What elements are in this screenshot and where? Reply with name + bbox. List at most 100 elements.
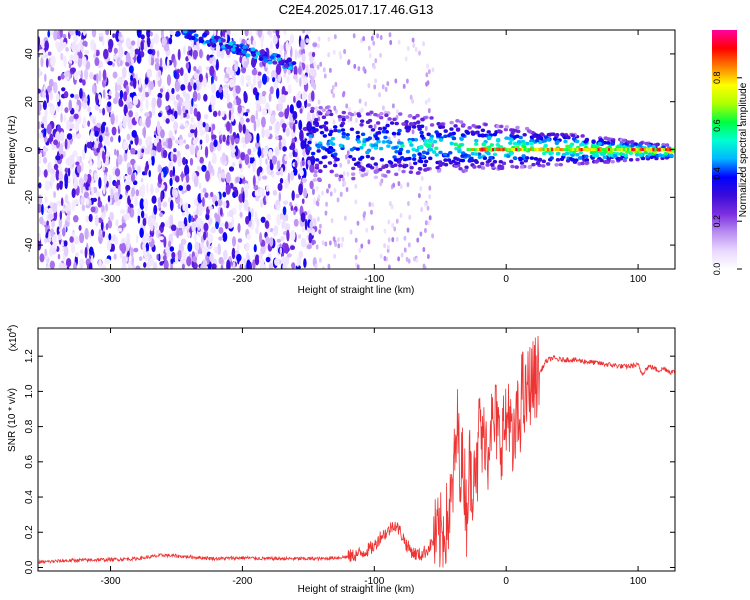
- spectrogram-cell: [327, 263, 331, 269]
- spectrogram-cell: [288, 113, 294, 123]
- spectrogram-cell: [86, 198, 90, 206]
- spectrogram-cell: [179, 67, 184, 77]
- spectrogram-cell: [93, 143, 97, 149]
- spectrogram-cell: [170, 258, 174, 265]
- spectrogram-cell: [480, 133, 485, 137]
- spectrogram-cell: [316, 145, 321, 149]
- spectrogram-cell: [341, 236, 345, 242]
- spectrogram-cell: [597, 148, 600, 152]
- spectrogram-cell: [205, 170, 210, 182]
- spectrogram-cell: [422, 247, 426, 253]
- spectrogram-x-ticks: -300 -200 -100 0 100: [101, 30, 647, 285]
- spectrogram-cell: [237, 222, 241, 233]
- spectrogram-cell: [238, 202, 242, 212]
- spectrogram-cell: [60, 112, 63, 123]
- spectrogram-cell: [169, 214, 174, 226]
- spectrogram-cell: [362, 139, 367, 144]
- spectrogram-cell: [406, 182, 410, 188]
- spectrogram-cell: [102, 151, 106, 164]
- spectrogram-cell: [40, 56, 44, 68]
- spectrogram-cell: [117, 184, 121, 197]
- spectrogram-cell: [311, 51, 316, 58]
- spectrogram-cell: [427, 69, 431, 75]
- spectrogram-cell: [252, 160, 256, 173]
- spectrogram-cell: [399, 183, 403, 189]
- spectrogram-cell: [630, 139, 635, 144]
- spectrogram-cell: [492, 152, 498, 157]
- spectrogram-cell: [62, 33, 67, 39]
- spectrogram-cell: [273, 79, 279, 90]
- spectrogram-cell: [338, 143, 344, 148]
- spectrogram-cell: [295, 265, 301, 269]
- spectrogram-cell: [370, 209, 373, 215]
- colorbar-ticks: 0.00.20.40.60.8: [712, 72, 742, 275]
- spectrogram-cell: [176, 227, 180, 239]
- spectrogram-cell: [272, 60, 278, 65]
- spectrogram-cell: [154, 222, 159, 229]
- spectrogram-cell: [498, 148, 501, 152]
- spectrogram-cell: [334, 81, 338, 87]
- spectrogram-cell: [137, 148, 141, 159]
- spectrogram-cell: [196, 80, 202, 86]
- spectrogram-cell: [332, 236, 336, 242]
- spectrogram-cell: [121, 222, 127, 228]
- spectrogram-cell: [82, 116, 87, 128]
- spectrogram-cell: [376, 33, 380, 39]
- spectrogram-cell: [313, 173, 318, 178]
- spectrogram-cell: [206, 240, 209, 248]
- spectrogram-cell: [193, 72, 198, 80]
- spectrogram-cell: [468, 148, 472, 152]
- spectrogram-cell: [318, 229, 322, 235]
- spectrogram-cell: [362, 66, 366, 72]
- spectrogram-cell: [480, 166, 486, 170]
- spectrogram-cell: [482, 156, 488, 160]
- spectrogram-cell: [227, 102, 233, 109]
- spectrogram-cell: [391, 103, 395, 109]
- spectrogram-cell: [119, 121, 123, 131]
- spectrogram-cell: [373, 169, 379, 173]
- spectrogram-cell: [107, 195, 111, 203]
- spectrogram-cell: [38, 203, 42, 213]
- spectrogram-cell: [280, 94, 286, 104]
- spectrogram-cell: [224, 221, 229, 230]
- spectrogram-cell: [438, 138, 444, 142]
- spectrogram-cell: [485, 150, 490, 155]
- spectrogram-cell: [177, 25, 182, 29]
- spectrogram-cell: [605, 160, 611, 164]
- spectrogram-cell: [72, 54, 77, 61]
- spectrogram-cell: [384, 86, 388, 92]
- spectrogram-cell: [46, 123, 52, 135]
- spectrogram-cell: [277, 204, 281, 211]
- spectrogram-cell: [136, 208, 143, 217]
- spectrogram-cell: [404, 120, 409, 124]
- spectrogram-cell: [106, 239, 112, 251]
- spectrogram-cell: [140, 178, 144, 183]
- spectrogram-cell: [362, 36, 366, 42]
- spectrogram-cell: [526, 129, 532, 133]
- spectrogram-cell: [531, 162, 536, 167]
- spectrogram-cell: [130, 147, 136, 155]
- spectrogram-cell: [107, 60, 113, 66]
- spectrogram-cell: [63, 240, 68, 247]
- spectrogram-cell: [75, 104, 80, 112]
- spectrogram-cell: [76, 70, 81, 76]
- spectrogram-cell: [191, 260, 195, 268]
- spectrogram-cell: [408, 161, 412, 167]
- spectrogram-cell: [256, 118, 261, 128]
- spectrogram-cell: [220, 264, 224, 269]
- spectrogram-cell: [210, 73, 214, 86]
- spectrogram-cell: [174, 32, 180, 37]
- spectrogram-cell: [207, 233, 214, 244]
- spectrogram-cell: [49, 260, 55, 269]
- spectrogram-cell: [373, 64, 376, 70]
- spectrogram-cell: [156, 50, 160, 58]
- spectrogram-cell: [417, 193, 421, 199]
- spectrogram-cell: [513, 148, 516, 152]
- spectrogram-cell: [297, 233, 302, 239]
- spectrogram-cell: [121, 255, 127, 266]
- spectrogram-cell: [359, 122, 364, 127]
- spectrogram-cell: [500, 148, 503, 152]
- spectrogram-cell: [542, 151, 547, 156]
- spectrogram-cell: [443, 158, 448, 162]
- spectrogram-cell: [245, 215, 250, 225]
